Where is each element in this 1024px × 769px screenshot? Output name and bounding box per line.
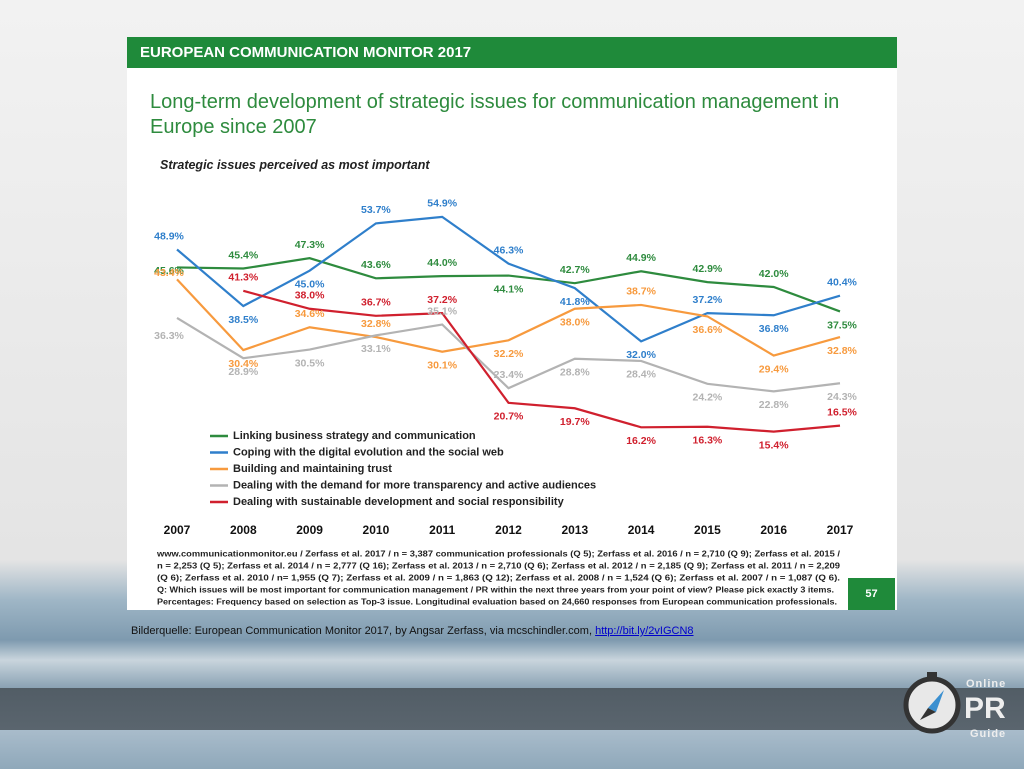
data-label: 19.7% bbox=[560, 416, 590, 428]
data-label: 41.8% bbox=[560, 296, 590, 308]
x-tick-label: 2010 bbox=[363, 523, 390, 537]
data-label: 38.5% bbox=[228, 314, 258, 326]
data-label: 37.2% bbox=[693, 294, 723, 306]
data-label: 24.2% bbox=[693, 392, 723, 404]
legend-label: Building and maintaining trust bbox=[233, 463, 392, 475]
data-label: 44.0% bbox=[427, 257, 457, 269]
data-label: 28.8% bbox=[560, 367, 590, 379]
x-tick-label: 2014 bbox=[628, 523, 655, 537]
data-label: 16.3% bbox=[693, 435, 723, 447]
logo-text: Guide bbox=[970, 728, 1006, 740]
x-tick-label: 2012 bbox=[495, 523, 522, 537]
data-label: 36.8% bbox=[759, 323, 789, 335]
data-label: 38.0% bbox=[560, 317, 590, 329]
data-label: 38.7% bbox=[626, 286, 656, 298]
data-label: 36.7% bbox=[361, 297, 391, 309]
data-label: 24.3% bbox=[827, 391, 857, 403]
footnote: Q: Which issues will be most important f… bbox=[157, 584, 834, 594]
series-line bbox=[176, 278, 841, 357]
legend-label: Linking business strategy and communicat… bbox=[233, 430, 476, 442]
footnote: www.communicationmonitor.eu / Zerfass et… bbox=[156, 548, 841, 558]
logo-needle bbox=[920, 708, 936, 720]
x-tick-label: 2015 bbox=[694, 523, 721, 537]
data-label: 29.4% bbox=[759, 363, 789, 375]
x-tick-label: 2017 bbox=[827, 523, 854, 537]
data-label: 46.3% bbox=[494, 244, 524, 256]
x-tick-label: 2016 bbox=[760, 523, 787, 537]
data-label: 40.4% bbox=[827, 276, 857, 288]
data-label: 41.3% bbox=[228, 272, 258, 284]
logo-text: Online bbox=[966, 678, 1006, 690]
data-label: 45.6% bbox=[154, 265, 184, 277]
x-tick-label: 2011 bbox=[429, 523, 455, 537]
caption: Bilderquelle: European Communication Mon… bbox=[131, 625, 694, 637]
caption-link[interactable]: http://bit.ly/2vIGCN8 bbox=[595, 625, 694, 637]
logo-knob bbox=[927, 672, 937, 678]
legend-label: Dealing with sustainable development and… bbox=[233, 496, 565, 508]
data-label: 16.5% bbox=[827, 406, 857, 418]
logo-text: PR bbox=[964, 692, 1006, 725]
data-label: 36.6% bbox=[693, 324, 723, 336]
data-label: 15.4% bbox=[759, 439, 789, 451]
data-label: 42.0% bbox=[759, 268, 789, 280]
data-label: 37.2% bbox=[427, 294, 457, 306]
caption-text: Bilderquelle: European Communication Mon… bbox=[131, 625, 593, 637]
data-label: 35.1% bbox=[427, 305, 457, 317]
data-label: 44.1% bbox=[494, 283, 524, 295]
x-tick-label: 2008 bbox=[230, 523, 257, 537]
data-label: 45.4% bbox=[228, 249, 258, 261]
data-label: 30.5% bbox=[295, 357, 325, 369]
data-label: 32.0% bbox=[626, 349, 656, 361]
data-label: 20.7% bbox=[494, 411, 524, 423]
legend-label: Dealing with the demand for more transpa… bbox=[233, 479, 596, 491]
data-label: 30.4% bbox=[228, 358, 258, 370]
data-label: 23.4% bbox=[494, 369, 524, 381]
data-label: 16.2% bbox=[626, 435, 656, 447]
data-label: 22.8% bbox=[759, 399, 789, 411]
series-line bbox=[176, 257, 841, 313]
footnote: (Q 6); Zerfass et al. 2010 / n= 1,955 (Q… bbox=[157, 572, 840, 582]
data-label: 28.4% bbox=[626, 369, 656, 381]
chart-subtitle: Strategic issues perceived as most impor… bbox=[160, 158, 430, 172]
data-label: 47.3% bbox=[295, 239, 325, 251]
footnote: n = 2,253 (Q 5); Zerfass et al. 2014 / n… bbox=[157, 560, 840, 570]
data-label: 36.3% bbox=[154, 330, 184, 342]
data-label: 43.6% bbox=[361, 259, 391, 271]
x-tick-label: 2009 bbox=[296, 523, 323, 537]
data-label: 48.9% bbox=[154, 230, 184, 242]
data-label: 33.1% bbox=[361, 343, 391, 355]
data-label: 32.8% bbox=[361, 318, 391, 330]
data-label: 34.6% bbox=[295, 308, 325, 320]
logo: Online PR Guide bbox=[903, 672, 1006, 740]
data-label: 32.8% bbox=[827, 345, 857, 357]
data-label: 28.9% bbox=[228, 366, 258, 378]
series-line bbox=[176, 317, 841, 393]
x-tick-label: 2013 bbox=[561, 523, 588, 537]
data-label: 37.5% bbox=[827, 319, 857, 331]
data-label: 45.0% bbox=[295, 278, 325, 290]
chart-title: Long-term development of strategic issue… bbox=[150, 91, 840, 138]
data-label: 42.7% bbox=[560, 264, 590, 276]
slide: EUROPEAN COMMUNICATION MONITOR 2017 Long… bbox=[127, 37, 897, 610]
data-label: 32.2% bbox=[494, 348, 524, 360]
footnote: Percentages: Frequency based on selectio… bbox=[157, 596, 837, 606]
data-label: 53.7% bbox=[361, 204, 391, 216]
slide-header: EUROPEAN COMMUNICATION MONITOR 2017 bbox=[127, 37, 897, 68]
logo-needle bbox=[928, 690, 944, 712]
page-number: 57 bbox=[848, 578, 895, 610]
x-tick-label: 2007 bbox=[164, 523, 191, 537]
data-label: 38.0% bbox=[295, 290, 325, 302]
data-label: 43.4% bbox=[154, 267, 184, 279]
data-label: 30.1% bbox=[427, 359, 457, 371]
data-label: 42.9% bbox=[693, 263, 723, 275]
legend-label: Coping with the digital evolution and th… bbox=[233, 446, 504, 458]
series-line bbox=[176, 215, 841, 343]
data-label: 44.9% bbox=[626, 252, 656, 264]
series-line bbox=[243, 289, 841, 433]
data-label: 54.9% bbox=[427, 198, 457, 210]
